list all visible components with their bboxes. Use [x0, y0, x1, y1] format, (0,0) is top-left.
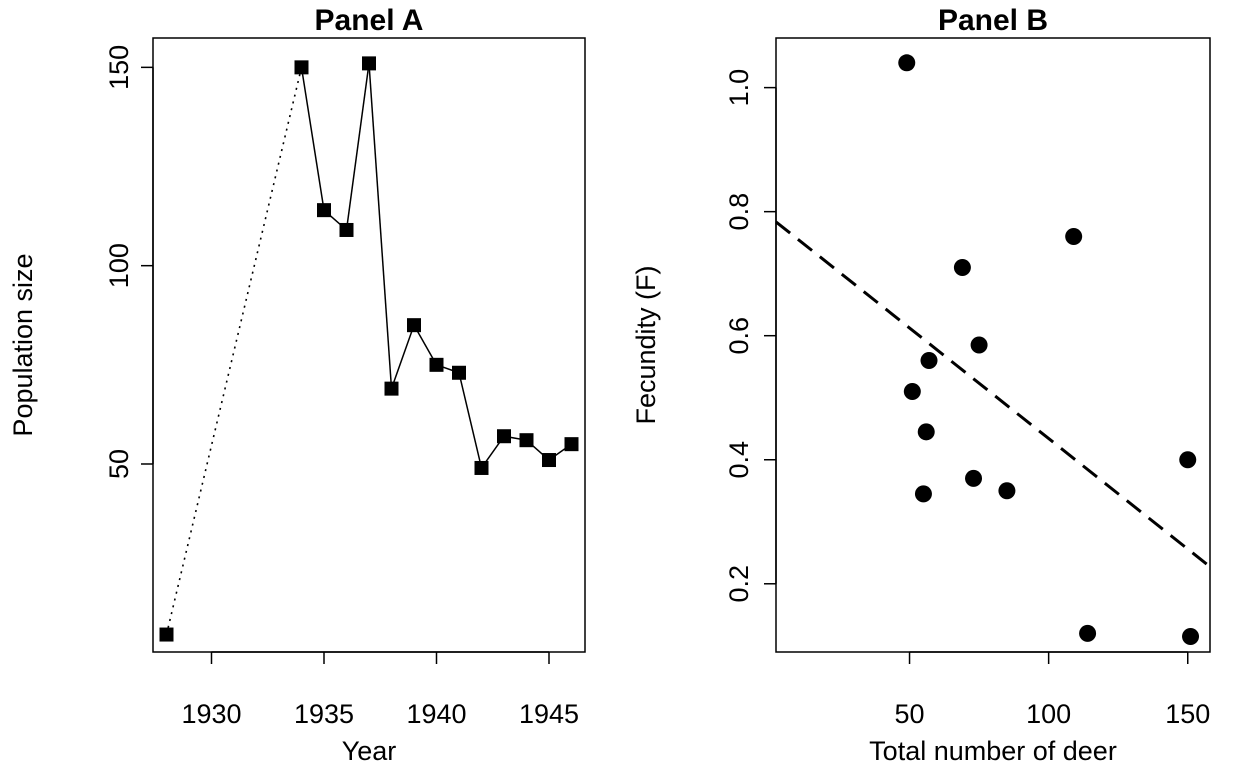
data-point [903, 383, 921, 401]
data-point [920, 352, 938, 370]
y-tick-label: 0.8 [724, 193, 754, 231]
data-point [362, 56, 376, 71]
x-tick-label: 1940 [406, 699, 466, 729]
y-tick-label: 50 [104, 449, 134, 479]
series-segment-dotted [165, 67, 303, 635]
y-tick-label: 1.0 [724, 69, 754, 107]
plot-frame [152, 37, 586, 653]
data-point [384, 381, 399, 396]
x-tick-label: 150 [1165, 699, 1210, 729]
data-point [159, 627, 174, 642]
data-point [965, 469, 983, 487]
y-tick-label: 0.6 [724, 317, 754, 355]
chart-title: Panel A [315, 4, 424, 37]
series-segment [300, 67, 325, 211]
data-point [564, 437, 579, 452]
panel-b: Panel B 50 100 150 0.2 0.4 0.6 0.8 1.0 Total numb… [631, 4, 1211, 766]
data-point [497, 429, 511, 444]
data-point [998, 482, 1016, 500]
data-point [519, 433, 534, 448]
data-point [452, 365, 466, 380]
data-point [407, 318, 421, 333]
data-point [339, 222, 354, 237]
series-segment [368, 63, 393, 389]
x-tick-label: 50 [895, 699, 925, 729]
y-tick-label: 0.4 [724, 441, 754, 479]
series-segment [345, 63, 370, 231]
chart-title: Panel B [938, 4, 1048, 37]
y-axis-label: Population size [8, 253, 38, 436]
data-point [1065, 227, 1083, 245]
y-axis-label: Fecundity (F) [631, 265, 661, 424]
data-point [474, 460, 489, 475]
series-segment [390, 324, 415, 389]
plot-frame [775, 37, 1211, 653]
y-tick-label: 0.2 [724, 565, 754, 603]
data-point [970, 336, 988, 354]
series-segment [458, 372, 483, 469]
x-axis-label: Total number of deer [869, 736, 1117, 766]
x-axis-label: Year [342, 736, 397, 766]
data-point [294, 60, 309, 75]
y-tick-label: 100 [104, 243, 134, 288]
data-point [429, 357, 444, 372]
data-point [1079, 624, 1097, 642]
x-tick-label: 1930 [181, 699, 241, 729]
data-point [1182, 627, 1200, 645]
data-point [542, 453, 556, 468]
x-tick-label: 1935 [294, 699, 354, 729]
trend-line [775, 220, 1211, 568]
x-tick-label: 100 [1026, 699, 1071, 729]
data-point [1179, 451, 1197, 469]
data-point [898, 54, 916, 72]
panel-a: Panel A 1930 1935 1940 1945 50 100 150 Year Popul… [8, 4, 586, 766]
x-tick-label: 1945 [519, 699, 579, 729]
data-point [317, 203, 331, 218]
data-point [917, 423, 935, 441]
y-tick-label: 150 [104, 45, 134, 90]
data-point [953, 258, 971, 276]
data-point [914, 485, 932, 503]
